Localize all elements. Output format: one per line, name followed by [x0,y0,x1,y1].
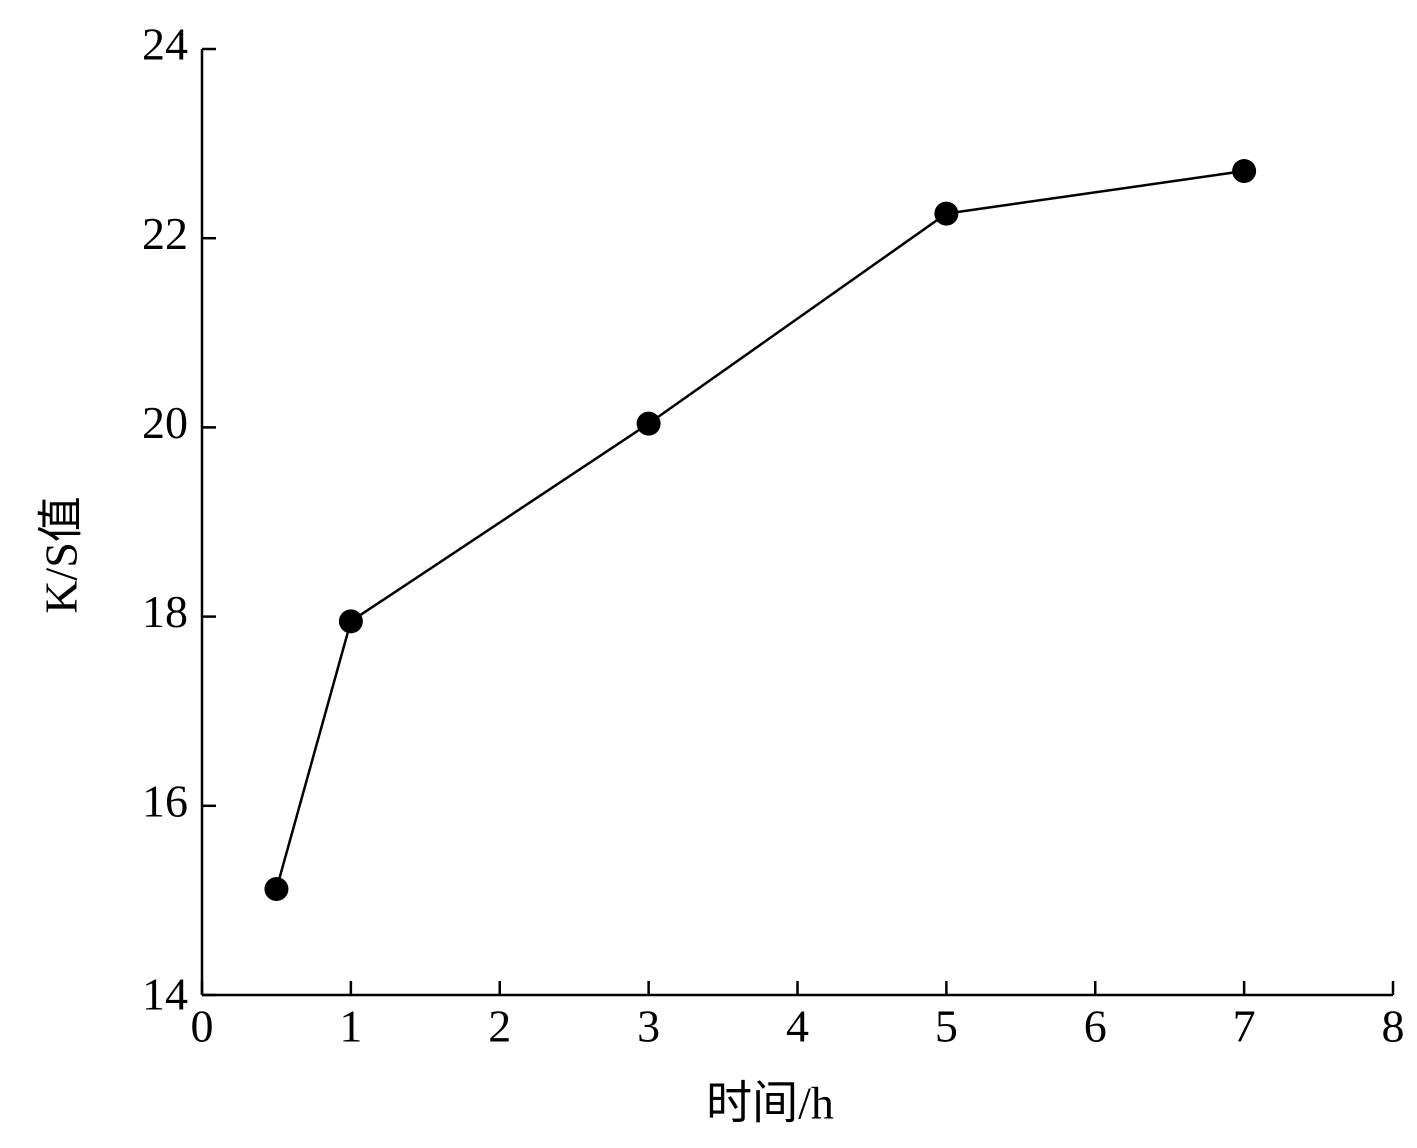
line [275,169,1245,890]
y-tick-label: 24 [142,19,188,70]
y-tick-label: 22 [142,208,188,259]
x-tick-label: 6 [1084,1001,1107,1052]
y-tick-label: 14 [142,969,188,1020]
y-tick-label: 20 [142,397,188,448]
marker [1232,159,1257,184]
y-tick-label: 16 [142,775,188,826]
x-tick-label: 3 [637,1001,660,1052]
x-tick-label: 8 [1382,1001,1405,1052]
marker [934,201,959,226]
marker [338,609,363,634]
x-tick-label: 7 [1233,1001,1256,1052]
marker [636,411,661,436]
x-tick-label: 5 [935,1001,958,1052]
y-axis-label: K/S值 [36,496,87,614]
y-tick-label: 18 [142,586,188,637]
x-axis-label: 时间/h [706,1078,834,1129]
marker [264,877,289,902]
x-tick-label: 0 [191,1001,214,1052]
x-tick-label: 2 [488,1001,511,1052]
x-tick-label: 1 [339,1001,362,1052]
x-tick-label: 4 [786,1001,809,1052]
